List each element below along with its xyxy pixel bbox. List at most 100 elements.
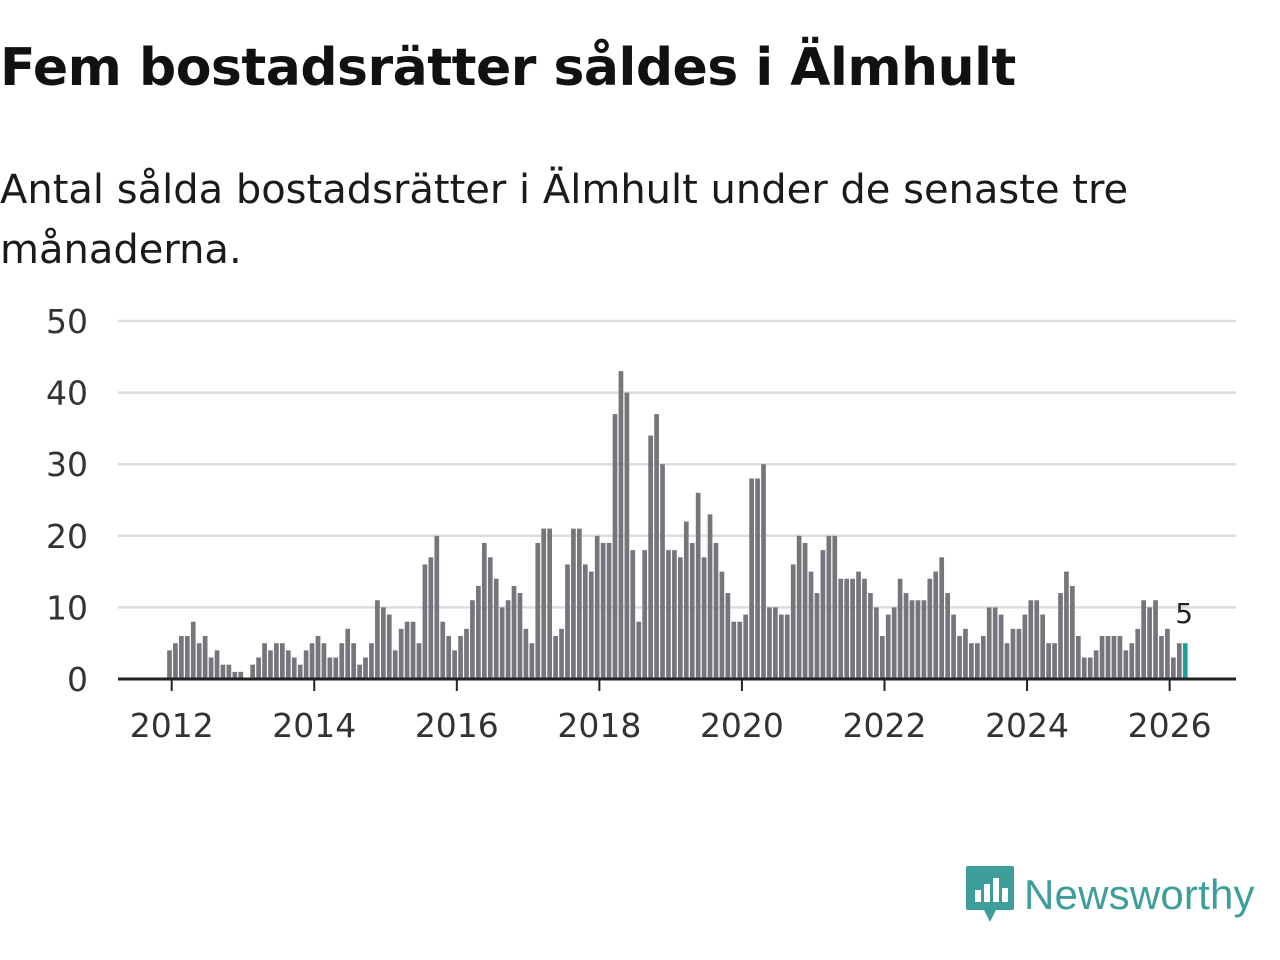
- bar: [392, 650, 398, 679]
- bar: [796, 535, 802, 679]
- bar: [915, 600, 921, 679]
- bar: [963, 628, 968, 679]
- bar: [778, 614, 784, 679]
- bar: [624, 392, 630, 679]
- bar: [487, 557, 493, 679]
- bar: [440, 621, 446, 679]
- bar: [677, 557, 683, 679]
- bar: [689, 542, 695, 679]
- bar: [297, 664, 303, 679]
- bar: [1081, 657, 1087, 679]
- bar: [303, 650, 309, 679]
- x-tick-label: 2024: [985, 706, 1069, 745]
- bar: [268, 650, 273, 679]
- bar: [761, 464, 766, 679]
- bar: [511, 585, 517, 679]
- bar: [476, 585, 481, 679]
- bar: [309, 643, 315, 679]
- bar: [1159, 636, 1164, 679]
- bar: [868, 593, 873, 679]
- bar: [470, 600, 475, 679]
- bar: [1052, 643, 1057, 679]
- bar: [535, 542, 541, 679]
- bar: [167, 650, 172, 679]
- bar: [743, 614, 749, 679]
- bars: [167, 371, 1188, 679]
- bar: [749, 478, 754, 679]
- y-tick-label: 50: [46, 302, 88, 341]
- bar: [291, 657, 297, 679]
- y-tick-label: 0: [67, 660, 88, 699]
- bar: [618, 371, 624, 679]
- bar: [612, 414, 618, 679]
- x-axis-labels: 2012 2014 2016 2018 2020 2022 2024 2026: [130, 706, 1212, 745]
- bar: [499, 607, 505, 679]
- bar: [790, 564, 796, 679]
- bar: [553, 636, 558, 679]
- bar: [285, 650, 291, 679]
- bar: [345, 628, 351, 679]
- bar: [363, 657, 368, 679]
- bar: [559, 628, 564, 679]
- bar: [719, 571, 725, 679]
- bar: [891, 607, 897, 679]
- bar: [565, 564, 570, 679]
- bar: [897, 578, 903, 679]
- bar: [226, 664, 232, 679]
- bar: [1153, 600, 1158, 679]
- bar: [701, 557, 707, 679]
- highlight-value-label: 5: [1175, 597, 1193, 630]
- bar: [410, 621, 416, 679]
- bar: [493, 578, 499, 679]
- bar: [767, 607, 772, 679]
- bar: [660, 464, 665, 679]
- bar: [375, 600, 380, 679]
- bar: [1129, 643, 1135, 679]
- bar: [1093, 650, 1099, 679]
- bar: [856, 571, 861, 679]
- chart-subtitle: Antal sålda bostadsrätter i Älmhult unde…: [0, 167, 1129, 273]
- bar: [927, 578, 933, 679]
- bar: [980, 636, 986, 679]
- bar: [458, 636, 463, 679]
- bar: [1111, 636, 1117, 679]
- bar: [1176, 643, 1182, 679]
- bar: [428, 557, 434, 679]
- bar: [606, 542, 612, 679]
- bar: [1141, 600, 1147, 679]
- bar: [885, 614, 891, 679]
- bar: [1064, 571, 1069, 679]
- bar: [737, 621, 743, 679]
- bar: [1087, 657, 1093, 679]
- bar: [1016, 628, 1022, 679]
- bar: [214, 650, 220, 679]
- x-tick-label: 2018: [557, 706, 641, 745]
- y-tick-label: 10: [46, 588, 88, 627]
- chart-title: Fem bostadsrätter såldes i Älmhult: [0, 38, 1016, 98]
- bar-highlight: [1182, 643, 1188, 679]
- bar: [1099, 636, 1105, 679]
- bar: [773, 607, 778, 679]
- bar: [582, 564, 588, 679]
- bar: [1075, 636, 1081, 679]
- x-axis: [118, 677, 1236, 691]
- bar: [422, 564, 428, 679]
- bar: [826, 535, 832, 679]
- bar: [333, 657, 339, 679]
- bar: [481, 542, 487, 679]
- x-tick-label: 2012: [130, 706, 214, 745]
- bar: [998, 614, 1004, 679]
- bar: [464, 628, 469, 679]
- bar: [838, 578, 844, 679]
- bar: [321, 643, 327, 679]
- bar: [351, 643, 356, 679]
- bar: [879, 636, 885, 679]
- bar: [577, 528, 582, 679]
- bar: [903, 593, 909, 679]
- bar: [648, 435, 653, 679]
- bar: [386, 614, 392, 679]
- bar: [339, 643, 345, 679]
- bar: [600, 542, 606, 679]
- bar: [541, 528, 547, 679]
- bar: [921, 600, 927, 679]
